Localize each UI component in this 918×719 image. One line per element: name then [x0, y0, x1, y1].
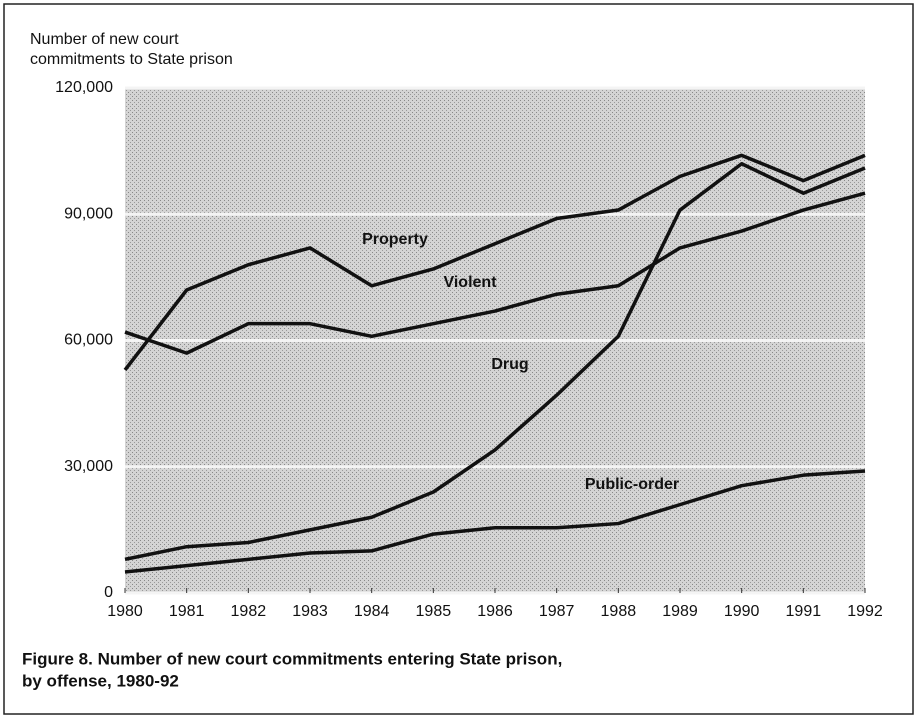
y-tick-label: 30,000 [64, 458, 113, 475]
x-tick-label: 1982 [231, 603, 267, 620]
series-line [124, 162, 866, 562]
frame [3, 3, 914, 715]
y-tick-label: 90,000 [64, 205, 113, 222]
x-tick-label: 1983 [292, 603, 328, 620]
x-tick-label: 1990 [724, 603, 760, 620]
y-tick-label: 0 [104, 584, 113, 601]
x-tick-label: 1986 [477, 603, 513, 620]
chart-title: Figure 8. Number of new court commitment… [22, 649, 562, 668]
x-tick-label: 1980 [107, 603, 143, 620]
x-tick-label: 1981 [169, 603, 205, 620]
y-tick-label: 120,000 [55, 79, 113, 96]
series-label: Property [362, 231, 428, 248]
series-label: Drug [491, 356, 528, 373]
chart-title: by offense, 1980-92 [22, 671, 179, 690]
series-label: Violent [443, 274, 497, 291]
x-tick-label: 1985 [416, 603, 452, 620]
series-line [124, 469, 866, 574]
series-line [123, 153, 866, 372]
x-tick-label: 1987 [539, 603, 575, 620]
y-axis-label: Number of new court [30, 31, 179, 48]
series-line [124, 191, 866, 355]
x-tick-label: 1989 [662, 603, 698, 620]
y-axis-label: commitments to State prison [30, 51, 233, 68]
x-tick-label: 1991 [786, 603, 822, 620]
series-label: Public-order [585, 476, 679, 493]
x-tick-label: 1992 [847, 603, 883, 620]
x-tick-label: 1984 [354, 603, 390, 620]
y-tick-label: 60,000 [64, 332, 113, 349]
x-tick-label: 1988 [601, 603, 637, 620]
